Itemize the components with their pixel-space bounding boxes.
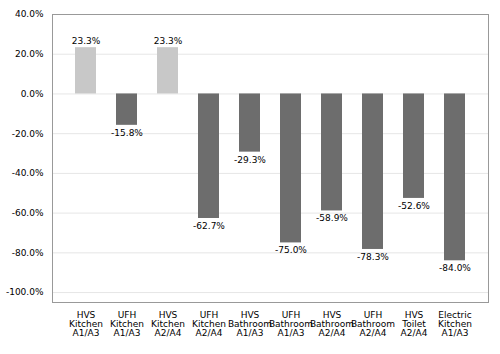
svg-text:-78.3%: -78.3% [357, 252, 389, 262]
svg-text:ElectricKitchenA1/A3: ElectricKitchenA1/A3 [438, 310, 472, 338]
svg-text:UFHKitchenA1/A3: UFHKitchenA1/A3 [110, 310, 144, 338]
svg-text:HVSKitchenA2/A4: HVSKitchenA2/A4 [151, 310, 185, 338]
svg-text:-20.0%: -20.0% [12, 129, 44, 139]
svg-text:-75.0%: -75.0% [275, 245, 307, 255]
svg-text:UFHKitchenA2/A4: UFHKitchenA2/A4 [192, 310, 226, 338]
svg-text:23.3%: 23.3% [154, 36, 183, 46]
svg-text:HVSKitchenA1/A3: HVSKitchenA1/A3 [69, 310, 103, 338]
svg-text:40.0%: 40.0% [15, 9, 44, 19]
svg-text:-40.0%: -40.0% [12, 168, 44, 178]
svg-text:-62.7%: -62.7% [193, 221, 225, 231]
svg-text:-60.0%: -60.0% [12, 208, 44, 218]
svg-text:UFHBathroomA2/A4: UFHBathroomA2/A4 [351, 310, 395, 338]
svg-text:-80.0%: -80.0% [12, 248, 44, 258]
svg-text:-84.0%: -84.0% [439, 263, 471, 273]
svg-text:23.3%: 23.3% [72, 36, 101, 46]
svg-text:20.0%: 20.0% [15, 49, 44, 59]
svg-text:-58.9%: -58.9% [316, 213, 348, 223]
svg-text:UFHBathroomA1/A3: UFHBathroomA1/A3 [269, 310, 313, 338]
svg-text:0.0%: 0.0% [21, 89, 44, 99]
svg-text:-15.8%: -15.8% [111, 128, 143, 138]
svg-text:HVSBathroomA1/A3: HVSBathroomA1/A3 [228, 310, 272, 338]
svg-text:-100.0%: -100.0% [6, 287, 44, 297]
svg-text:HVSToiletA2/A4: HVSToiletA2/A4 [401, 310, 428, 338]
svg-text:-52.6%: -52.6% [398, 201, 430, 211]
svg-text:-29.3%: -29.3% [234, 155, 266, 165]
svg-text:HVSBathroomA2/A4: HVSBathroomA2/A4 [310, 310, 354, 338]
